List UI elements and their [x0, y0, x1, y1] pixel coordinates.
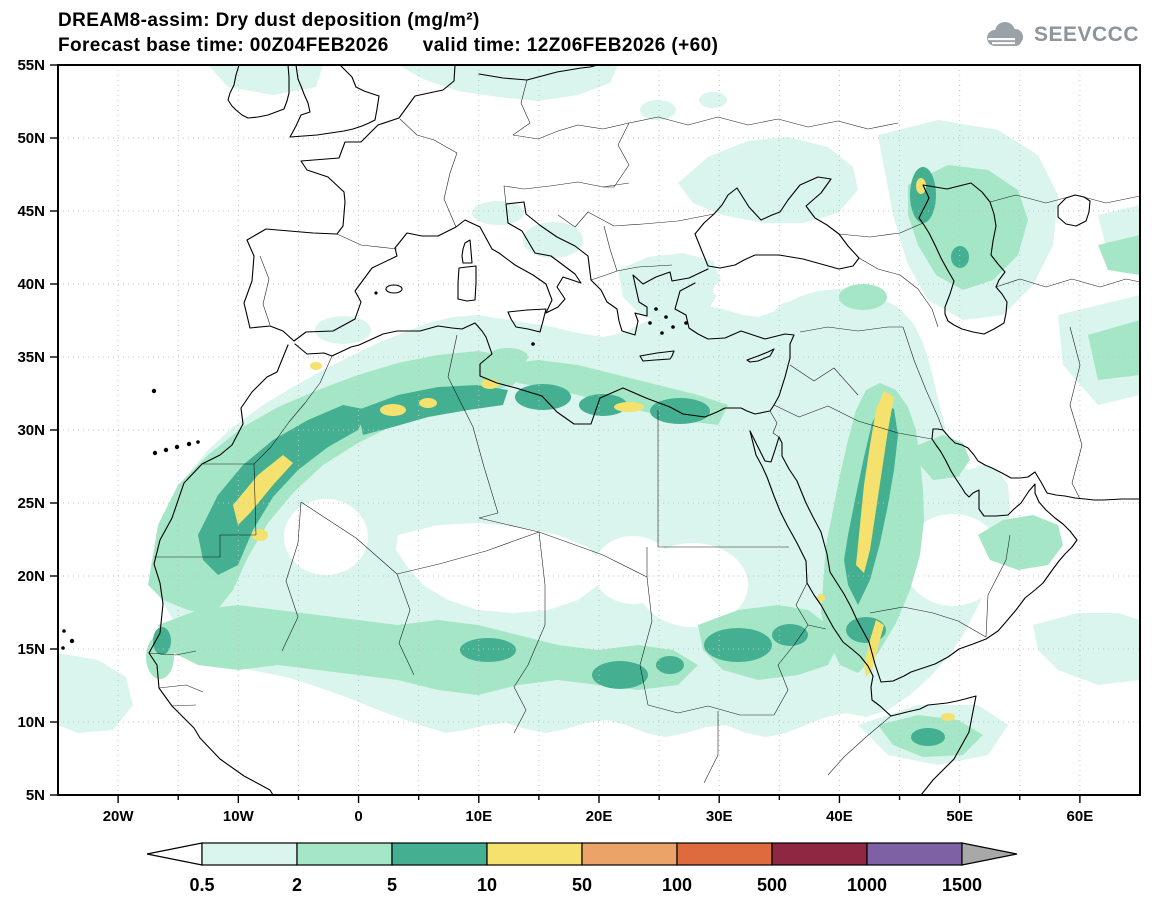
country-borders — [148, 79, 1141, 784]
y-tick-label: 30N — [17, 422, 45, 439]
small-islands — [61, 291, 688, 650]
colorbar-label: 100 — [662, 875, 692, 895]
dust-free-holes — [284, 274, 1003, 627]
colorbar-segment — [581, 842, 678, 866]
x-tick-label: 20E — [586, 808, 613, 825]
x-tick-label: 10E — [465, 808, 492, 825]
x-tick-label: 30E — [706, 808, 733, 825]
logo-text: SEEVCCC — [1033, 23, 1139, 46]
colorbar-area: 0.5 2 5 10 50 100 500 1000 1500 — [146, 842, 1018, 905]
title-block: DREAM8-assim: Dry dust deposition (mg/m²… — [58, 8, 718, 58]
colorbar: 0.5 2 5 10 50 100 500 1000 1500 — [146, 842, 1018, 895]
seevccc-logo: SEEVCCC — [981, 20, 1139, 50]
colorbar-label: 0.5 — [189, 875, 214, 895]
page-subtitle: Forecast base time: 00Z04FEB2026 valid t… — [58, 35, 719, 56]
colorbar-segment — [486, 842, 583, 866]
y-tick-label: 50N — [17, 130, 45, 147]
dust-contours — [58, 65, 1140, 765]
colorbar-label: 2 — [292, 875, 302, 895]
colorbar-label: 1500 — [942, 875, 982, 895]
page-title: DREAM8-assim: Dry dust deposition (mg/m²… — [58, 10, 480, 31]
colorbar-arrow-above — [961, 842, 1018, 866]
map: 20W 10W 0 10E 20E 30E 40E 50E 60E 55N 50N 45N 40N 35N… — [17, 57, 1141, 825]
cloud-icon — [986, 22, 1023, 46]
y-tick-label: 55N — [17, 57, 45, 74]
x-tick-label: 20W — [103, 808, 135, 825]
colorbar-label: 10 — [477, 875, 497, 895]
x-tick-label: 0 — [354, 808, 362, 825]
y-tick-label: 20N — [17, 568, 45, 585]
colorbar-label: 5 — [387, 875, 397, 895]
grid-lines — [58, 65, 1140, 795]
y-tick-label: 40N — [17, 276, 45, 293]
colorbar-segment — [201, 842, 298, 866]
y-tick-label: 35N — [17, 349, 45, 366]
x-tick-label: 50E — [946, 808, 973, 825]
colorbar-label: 50 — [572, 875, 592, 895]
y-tick-label: 45N — [17, 203, 45, 220]
y-tick-label: 15N — [17, 641, 45, 658]
y-tick-label: 25N — [17, 495, 45, 512]
coastlines — [61, 64, 1141, 796]
colorbar-label: 500 — [757, 875, 787, 895]
colorbar-label: 1000 — [847, 875, 887, 895]
colorbar-arrow-below — [146, 842, 203, 866]
y-tick-label: 5N — [26, 787, 45, 804]
map-area: 20W 10W 0 10E 20E 30E 40E 50E 60E 55N 50N 45N 40N 35N… — [17, 57, 1141, 825]
x-tick-label: 60E — [1067, 808, 1094, 825]
y-tick-label: 10N — [17, 714, 45, 731]
colorbar-segment — [676, 842, 773, 866]
colorbar-segment — [771, 842, 868, 866]
colorbar-segment — [296, 842, 393, 866]
colorbar-segment — [866, 842, 963, 866]
x-tick-label: 40E — [826, 808, 853, 825]
axis-ticks-labels: 20W 10W 0 10E 20E 30E 40E 50E 60E 55N 50N 45N 40N 35N… — [17, 57, 1093, 825]
colorbar-segment — [391, 842, 488, 866]
x-tick-label: 10W — [223, 808, 255, 825]
